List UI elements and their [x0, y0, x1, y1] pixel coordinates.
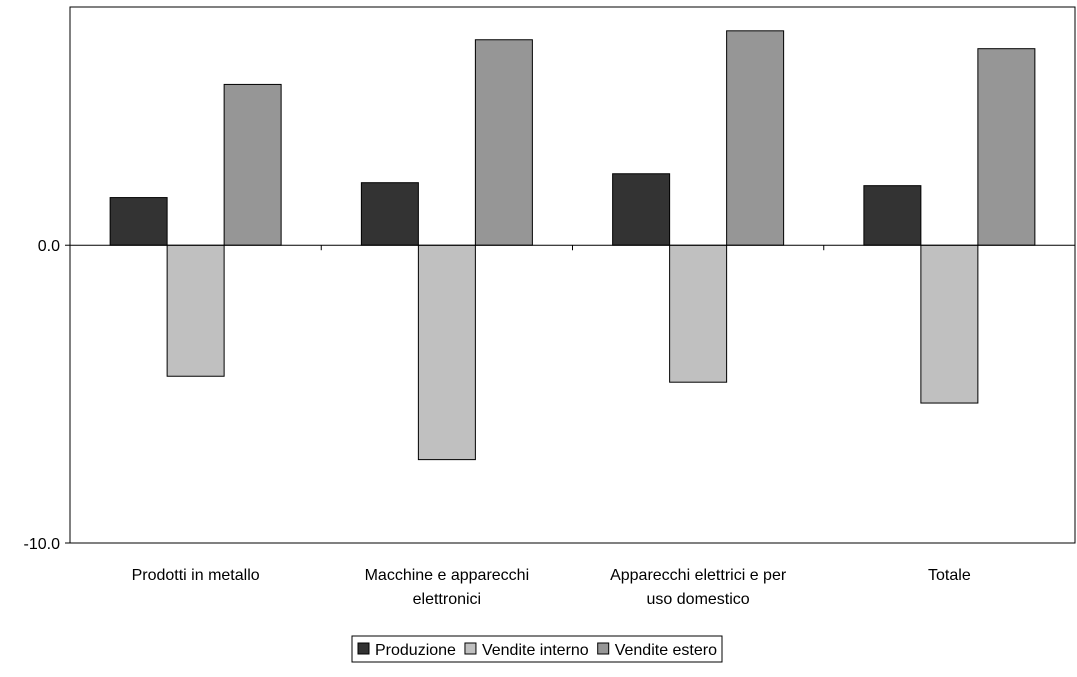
- bar-vendite-interno: [417, 244, 476, 461]
- bar-produzione: [109, 197, 168, 246]
- legend-swatch: [464, 642, 477, 655]
- category-label: Prodotti in metallo: [132, 567, 260, 584]
- category-label: Totale: [928, 567, 971, 584]
- plot-area: 0.0 -10.0: [24, 6, 1076, 553]
- bar-produzione: [360, 182, 419, 246]
- bar-produzione: [863, 185, 922, 246]
- legend-box: [351, 635, 723, 663]
- bar-vendite-interno: [669, 244, 728, 383]
- y-tick-label: 0.0: [38, 238, 60, 255]
- category-label: Apparecchi elettrici e per: [610, 567, 787, 584]
- bars-layer: [109, 30, 1036, 461]
- category-labels: Prodotti in metallo Macchine e apparecchi…: [132, 567, 971, 608]
- legend: Produzione Vendite interno Vendite estero: [351, 635, 723, 663]
- bar-vendite-estero: [977, 48, 1036, 246]
- y-tick-label: -10.0: [24, 536, 61, 553]
- bar-produzione: [612, 173, 671, 246]
- bar-vendite-estero: [474, 39, 533, 246]
- plot-border: [69, 6, 1076, 544]
- y-axis: 0.0 -10.0: [24, 238, 70, 553]
- bar-vendite-interno: [166, 244, 225, 377]
- bar-vendite-estero: [223, 83, 282, 246]
- legend-label: Produzione: [375, 642, 456, 659]
- bar-vendite-interno: [920, 244, 979, 404]
- legend-label: Vendite interno: [482, 642, 589, 659]
- category-ticks: [320, 245, 825, 251]
- category-label: elettronici: [413, 591, 481, 608]
- bar-vendite-estero: [726, 30, 785, 246]
- legend-swatch: [357, 642, 370, 655]
- legend-swatch: [597, 642, 610, 655]
- category-label: Macchine e apparecchi: [365, 567, 530, 584]
- legend-label: Vendite estero: [615, 642, 717, 659]
- category-label: uso domestico: [647, 591, 750, 608]
